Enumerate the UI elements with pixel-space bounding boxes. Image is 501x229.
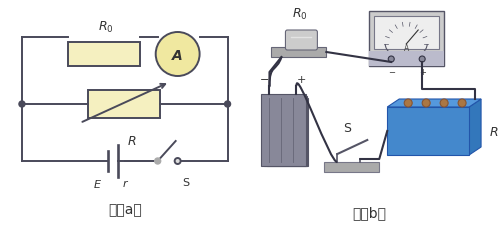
FancyBboxPatch shape — [265, 97, 308, 166]
Text: $r$: $r$ — [122, 177, 129, 188]
Polygon shape — [387, 100, 481, 108]
Circle shape — [155, 158, 161, 164]
Circle shape — [422, 100, 430, 108]
Text: −: − — [388, 68, 395, 77]
Text: S: S — [182, 177, 189, 187]
Text: $E$: $E$ — [93, 177, 102, 189]
FancyBboxPatch shape — [369, 52, 444, 67]
Polygon shape — [469, 100, 481, 155]
FancyBboxPatch shape — [286, 31, 317, 51]
Text: $R$: $R$ — [489, 125, 498, 138]
Text: A: A — [172, 49, 183, 63]
Circle shape — [175, 158, 181, 164]
Circle shape — [440, 100, 448, 108]
FancyBboxPatch shape — [88, 91, 160, 118]
FancyBboxPatch shape — [68, 43, 140, 67]
FancyBboxPatch shape — [369, 12, 444, 67]
Circle shape — [458, 100, 466, 108]
Text: $R_0$: $R_0$ — [292, 7, 307, 22]
FancyBboxPatch shape — [262, 95, 307, 166]
Text: $R$: $R$ — [127, 134, 136, 147]
Circle shape — [224, 101, 230, 108]
Text: A: A — [404, 43, 409, 52]
Circle shape — [388, 57, 394, 63]
FancyBboxPatch shape — [268, 98, 309, 166]
FancyBboxPatch shape — [324, 162, 379, 172]
Circle shape — [19, 101, 25, 108]
Text: 图（b）: 图（b） — [352, 205, 386, 219]
Text: S: S — [343, 121, 351, 134]
Circle shape — [419, 57, 425, 63]
FancyBboxPatch shape — [387, 108, 469, 155]
Text: $R_0$: $R_0$ — [98, 20, 114, 35]
Text: +: + — [419, 68, 426, 77]
Text: +: + — [297, 75, 306, 85]
Text: 图（a）: 图（a） — [108, 202, 142, 216]
Text: −: − — [260, 75, 269, 85]
Circle shape — [156, 33, 199, 77]
FancyBboxPatch shape — [272, 48, 326, 58]
Circle shape — [404, 100, 412, 108]
FancyBboxPatch shape — [374, 17, 439, 50]
